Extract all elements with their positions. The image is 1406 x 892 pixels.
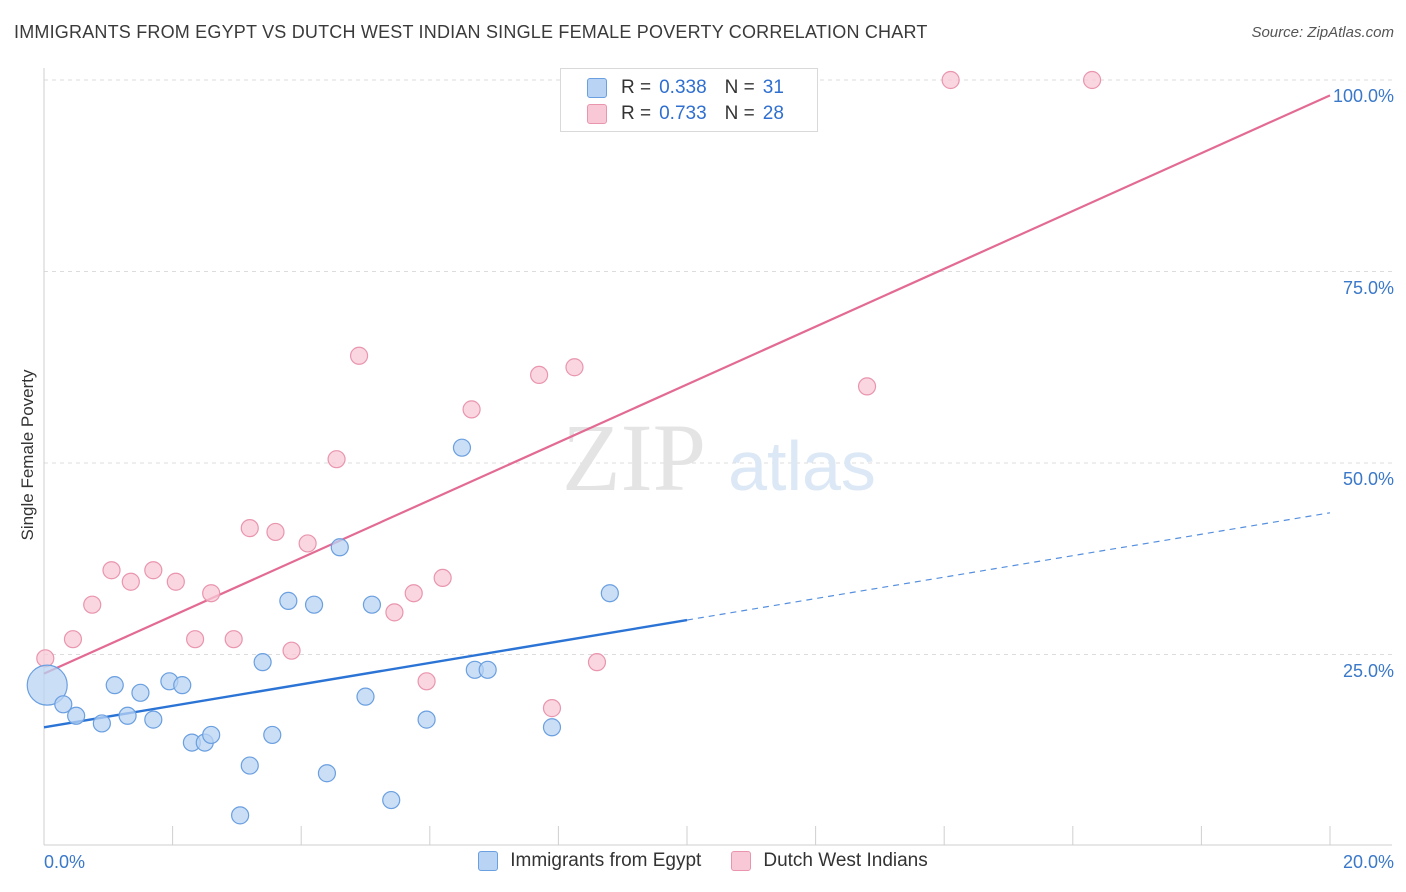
point-egypt [92,714,111,733]
legend-label-dutch: Dutch West Indians [763,850,928,871]
y-tick-label: 100.0% [1332,86,1394,106]
point-dutch [462,400,481,419]
source-label: Source: ZipAtlas.com [1251,24,1394,41]
y-tick-label: 75.0% [1342,277,1394,298]
point-egypt [67,706,86,725]
point-egypt [304,595,324,614]
y-tick-label: 25.0% [1342,660,1394,681]
point-dutch [224,630,243,649]
trend-lines [43,94,1331,729]
watermark: ZIP atlas [562,404,876,511]
point-egypt [356,687,375,706]
point-dutch [941,70,960,90]
point-dutch [542,699,562,718]
point-dutch [565,358,584,377]
point-egypt [317,764,337,783]
point-dutch [298,534,317,553]
point-dutch [349,346,369,365]
blue-swatch-icon [587,78,607,98]
n-label: N = [724,77,755,98]
point-egypt [131,683,150,702]
point-dutch [36,649,55,668]
point-egypt [362,595,382,614]
point-egypt [144,710,163,729]
point-dutch [404,584,423,603]
point-egypt [478,660,497,679]
x-tick-label-min: 0.0% [44,852,86,872]
point-egypt [330,538,349,557]
x-tick-label-max: 20.0% [1342,852,1394,872]
point-egypt [231,806,250,825]
blue-swatch-icon [478,851,499,871]
point-dutch [266,522,285,542]
point-dutch [433,568,452,588]
point-dutch [144,561,163,580]
point-egypt [263,725,282,745]
r-label: R = [621,103,652,124]
point-dutch [102,561,121,580]
n-value: 28 [762,103,784,124]
point-egypt [54,695,73,714]
point-dutch [63,630,83,649]
axes [43,68,1392,846]
point-egypt [105,676,124,695]
point-dutch [186,630,205,649]
point-egypt [173,676,192,695]
point-dutch [166,572,185,591]
point-dutch [857,377,877,396]
n-value: 31 [762,77,784,98]
data-points [26,70,1102,825]
point-dutch [327,450,346,469]
legend-item-egypt[interactable]: Immigrants from Egypt [478,850,701,872]
point-dutch [121,572,140,591]
legend-item-dutch[interactable]: Dutch West Indians [731,850,928,872]
point-egypt [600,584,619,603]
point-dutch [282,641,301,660]
r-label: R = [621,77,652,98]
point-dutch [83,595,102,614]
series-legend: Immigrants from Egypt Dutch West Indians [0,850,1406,872]
point-egypt [26,664,68,706]
gridlines [44,79,1392,655]
pink-swatch-icon [731,851,752,871]
r-value: 0.733 [659,103,707,124]
chart-title: IMMIGRANTS FROM EGYPT VS DUTCH WEST INDI… [14,22,928,42]
point-egypt [279,591,298,610]
point-egypt [202,725,221,745]
point-dutch [385,603,404,622]
legend-row-dutch: R = 0.733 N = 28 [587,102,784,126]
point-egypt [417,710,436,729]
trend-line-dutch [43,94,1331,675]
r-value: 0.338 [659,77,707,98]
point-dutch [202,584,221,603]
watermark-atlas: atlas [728,427,876,505]
point-dutch [530,365,549,385]
point-egypt [382,790,401,810]
legend-label-egypt: Immigrants from Egypt [510,850,702,871]
n-label: N = [724,103,755,124]
point-egypt [542,718,562,737]
point-dutch [1082,70,1102,90]
point-dutch [240,519,259,538]
point-egypt [253,653,272,672]
point-dutch [417,672,436,691]
y-tick-label: 50.0% [1342,469,1394,489]
correlation-legend: R = 0.338 N = 31 R = 0.733 N = 28 [560,68,818,132]
trend-line-egypt-extrapolated [686,512,1331,621]
legend-row-egypt: R = 0.338 N = 31 [587,76,784,100]
watermark-zip: ZIP [562,404,706,511]
point-egypt [240,756,259,775]
point-dutch [587,653,607,672]
point-egypt [118,706,137,725]
point-egypt [452,438,472,457]
pink-swatch-icon [587,104,607,124]
trend-line-egypt [43,618,688,729]
